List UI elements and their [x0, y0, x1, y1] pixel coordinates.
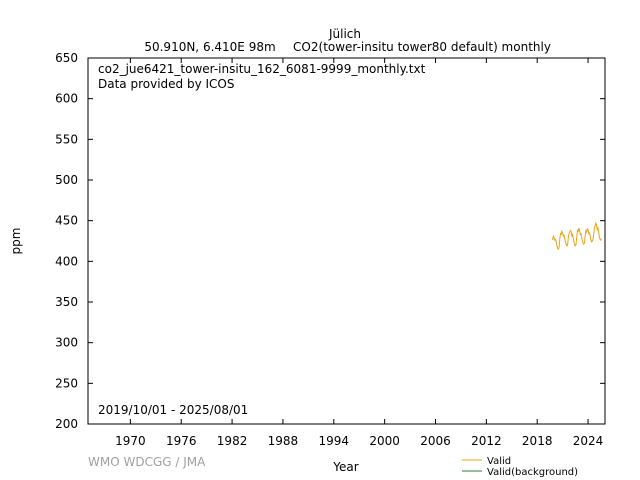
legend: Valid Valid(background): [462, 456, 578, 478]
x-tick-label: 2018: [522, 434, 553, 448]
chart-subtitle-dataset: CO2(tower-insitu tower80 default) monthl…: [293, 40, 551, 54]
x-tick-label: 1976: [166, 434, 197, 448]
plot-frame: [87, 57, 606, 425]
date-range: 2019/10/01 - 2025/08/01: [98, 403, 248, 417]
chart-title: Jülich: [328, 27, 361, 41]
credit-text: WMO WDCGG / JMA: [88, 455, 206, 469]
y-tick-label: 250: [55, 376, 78, 390]
x-tick-label: 2024: [573, 434, 604, 448]
x-axis-label: Year: [332, 460, 358, 474]
x-axis: 1970 1976 1982 1988 1994 2000 2006 2012 2018 2024: [115, 58, 603, 448]
x-tick-label: 1994: [319, 434, 350, 448]
chart-subtitle-location: 50.910N, 6.410E 98m: [144, 40, 275, 54]
y-tick-label: 200: [55, 417, 78, 431]
series-line-0: [551, 221, 602, 251]
y-tick-label: 300: [55, 336, 78, 350]
y-tick-label: 600: [55, 92, 78, 106]
y-tick-label: 400: [55, 254, 78, 268]
y-axis-label: ppm: [9, 228, 23, 255]
x-tick-label: 1982: [217, 434, 248, 448]
x-tick-label: 2000: [369, 434, 400, 448]
legend-label-valid: Valid: [487, 456, 511, 467]
x-tick-label: 2006: [420, 434, 451, 448]
y-tick-label: 650: [55, 51, 78, 65]
data-file-name: co2_jue6421_tower-insitu_162_6081-9999_m…: [98, 62, 426, 76]
y-tick-label: 350: [55, 295, 78, 309]
y-tick-label: 500: [55, 173, 78, 187]
x-tick-label: 1970: [115, 434, 146, 448]
series-layer: [551, 221, 602, 251]
x-tick-label: 1988: [268, 434, 299, 448]
data-provider: Data provided by ICOS: [98, 77, 234, 91]
y-axis: 200 250 300 350 400 450 500 550 600 650: [55, 51, 605, 431]
y-tick-label: 550: [55, 132, 78, 146]
y-tick-label: 450: [55, 214, 78, 228]
x-tick-label: 2012: [471, 434, 502, 448]
legend-label-valid-background: Valid(background): [487, 467, 578, 478]
